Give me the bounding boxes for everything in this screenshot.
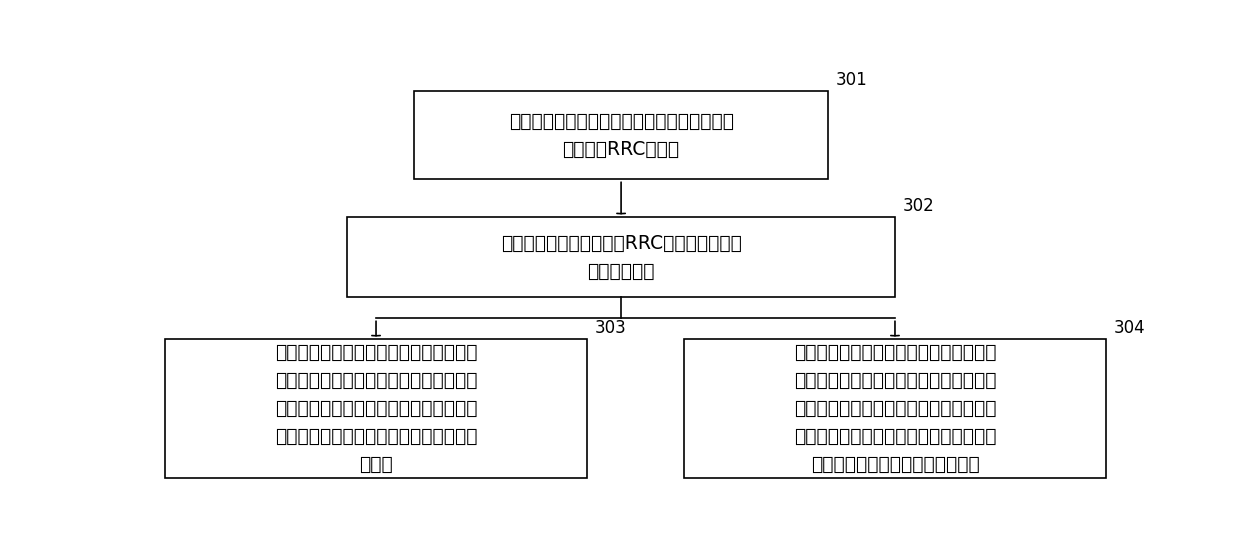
Bar [414,91,828,179]
Text: 在小区选择过程中当第二小区的信号质量
满足第一小区选择条件时，将第二小区确
定为空闲态驻留的目标小区，第一小区选
择条件是采用预配置的偏置因子的小区选
择条件: 在小区选择过程中当第二小区的信号质量 满足第一小区选择条件时，将第二小区确 定为… [275,344,477,474]
Bar [347,217,895,298]
Text: 终端设备在第二小区中的RRC重建立失败后，
进行小区选择: 终端设备在第二小区中的RRC重建立失败后， 进行小区选择 [501,234,742,281]
Bar [683,339,1106,479]
Text: 终端设备在第一小区中发生失败后，在第二小
区中进行RRC重建立: 终端设备在第一小区中发生失败后，在第二小 区中进行RRC重建立 [508,112,734,159]
Text: 302: 302 [903,197,935,215]
Text: 在小区选择过程中，当第三小区的信号质
量满足第二小区选择条件时，将第三小区
确定为目标小区，第三小区是与第二小区
不同的小区，第二小区选择条件是不采用
预配置的: 在小区选择过程中，当第三小区的信号质 量满足第二小区选择条件时，将第三小区 确定… [794,344,996,474]
Text: 304: 304 [1114,319,1146,337]
Bar [165,339,588,479]
Text: 301: 301 [836,71,867,89]
Text: 303: 303 [595,319,627,337]
